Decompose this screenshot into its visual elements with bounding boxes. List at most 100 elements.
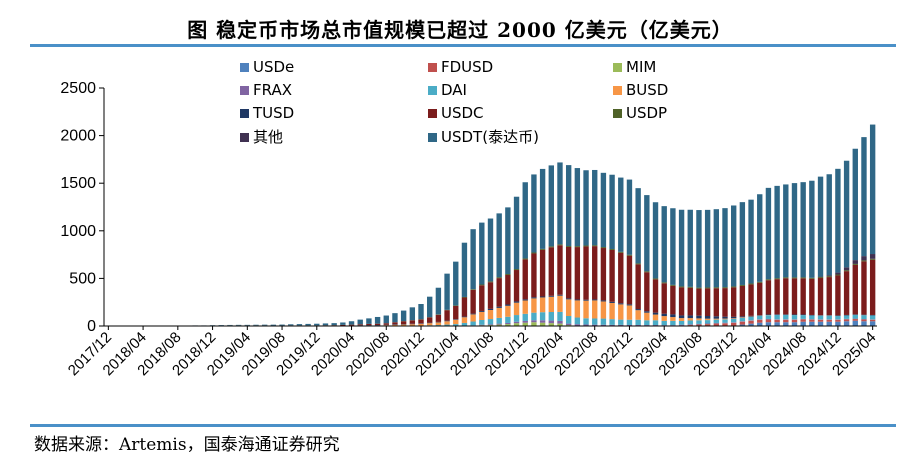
bar-segment	[400, 310, 407, 322]
bar-segment	[261, 324, 268, 326]
bar-segment	[487, 319, 494, 325]
bar-segment	[600, 247, 607, 249]
bar-segment	[748, 199, 754, 284]
bar-segment	[861, 256, 867, 261]
bar-segment	[817, 278, 824, 316]
bar-segment	[392, 313, 398, 323]
legend-swatch	[613, 63, 622, 72]
bar-segment	[757, 315, 763, 316]
bar-segment	[704, 287, 711, 289]
bar-segment	[783, 322, 789, 326]
bar-segment	[713, 316, 720, 319]
bar-segment	[644, 312, 650, 321]
legend-label: FRAX	[253, 81, 292, 99]
bar-segment	[835, 168, 841, 273]
bar-segment	[427, 317, 433, 323]
bar-segment	[774, 314, 780, 320]
bar-segment	[505, 274, 511, 305]
bar-segment	[722, 322, 728, 324]
bar-segment	[357, 319, 363, 325]
bar-segment	[539, 297, 546, 313]
bar-segment	[791, 322, 798, 326]
bar-segment	[331, 323, 337, 326]
bar-segment	[678, 315, 685, 319]
bar-segment	[565, 323, 572, 326]
bar-segment	[531, 320, 537, 323]
bar-segment	[704, 323, 711, 324]
bar-segment	[731, 316, 737, 319]
bar-segment	[557, 323, 563, 326]
bar-segment	[513, 270, 520, 302]
bar-segment	[843, 271, 850, 315]
bar-segment	[592, 318, 598, 325]
bar-segment	[843, 270, 850, 272]
bar-segment	[661, 320, 667, 326]
bar-segment	[496, 277, 502, 279]
bar-segment	[505, 316, 511, 323]
bar-segment	[409, 320, 416, 324]
bar-segment	[696, 315, 702, 319]
bar-segment	[522, 299, 528, 301]
bar-segment	[539, 249, 546, 297]
bar-segment	[505, 305, 511, 317]
bar-segment	[539, 296, 546, 298]
bar-segment	[670, 317, 676, 321]
bar-segment	[400, 321, 407, 325]
legend-item: USDe	[240, 58, 294, 76]
bar-segment	[487, 218, 494, 282]
bar-segment	[661, 283, 667, 314]
bar-segment	[704, 209, 711, 288]
bar-segment	[470, 289, 476, 290]
legend-swatch	[240, 109, 249, 118]
bar-segment	[748, 284, 754, 316]
bar-segment	[609, 249, 615, 302]
legend-item: USDC	[428, 104, 484, 122]
bar-segment	[783, 319, 789, 323]
bar-segment	[600, 301, 607, 319]
bar-segment	[731, 205, 737, 287]
bar-segment	[644, 272, 650, 312]
bar-segment	[583, 246, 589, 300]
bar-segment	[435, 287, 442, 315]
bar-segment	[774, 319, 780, 323]
bar-segment	[522, 313, 528, 321]
bar-segment	[626, 305, 633, 320]
bar-segment	[670, 208, 676, 285]
bar-segment	[626, 304, 633, 306]
bar-segment	[748, 316, 754, 321]
bar-segment	[731, 318, 737, 323]
bar-segment	[470, 289, 476, 314]
bar-segment	[791, 278, 798, 315]
bar-segment	[461, 317, 468, 323]
bar-segment	[800, 277, 806, 279]
bar-segment	[340, 322, 346, 325]
bar-segment	[565, 246, 572, 247]
bar-segment	[652, 279, 659, 313]
bar-segment	[696, 288, 702, 316]
bar-segment	[296, 324, 303, 326]
bar-segment	[618, 177, 624, 252]
bar-segment	[652, 320, 659, 326]
legend-label: USDP	[626, 104, 667, 122]
legend-label: BUSD	[626, 81, 668, 99]
legend-label: 其他	[253, 128, 283, 146]
bar-segment	[852, 314, 858, 319]
bar-segment	[392, 324, 398, 326]
bar-segment	[757, 319, 763, 323]
bar-segment	[618, 304, 624, 320]
bar-segment	[348, 324, 355, 326]
bar-segment	[722, 319, 728, 323]
bar-segment	[453, 305, 459, 320]
bar-segment	[687, 320, 693, 325]
bar-segment	[635, 310, 641, 320]
stacked-bar-chart: 050010001500200025002017/122018/042018/0…	[60, 58, 879, 379]
bar-segment	[869, 315, 876, 320]
bar-segment	[678, 286, 685, 288]
bar-segment	[592, 299, 598, 301]
bar-segment	[574, 168, 581, 247]
bar-segment	[435, 322, 442, 326]
bar-segment	[809, 321, 815, 326]
bar-segment	[574, 246, 581, 248]
bar-segment	[522, 182, 528, 259]
bar-segment	[765, 280, 772, 315]
